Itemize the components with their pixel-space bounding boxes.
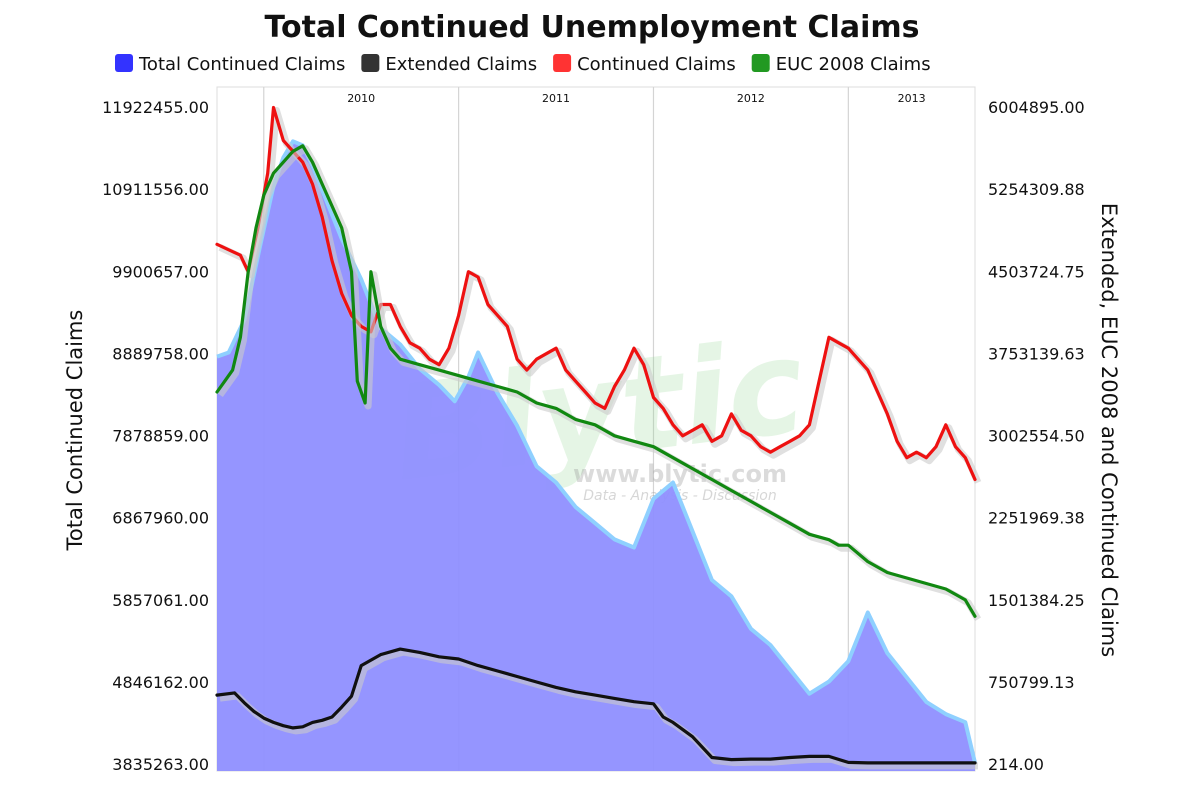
series-area-total-continued-claims [217, 141, 975, 772]
series-layer [215, 105, 982, 772]
right-tick-label: 2251969.38 [988, 509, 1085, 528]
left-axis-title: Total Continued Claims [63, 310, 87, 552]
right-tick-label: 5254309.88 [988, 180, 1085, 199]
legend-label: Extended Claims [385, 54, 537, 75]
right-tick-label: 3002554.50 [988, 427, 1085, 446]
right-tick-label: 4503724.75 [988, 262, 1085, 281]
series-line-euc-2008-claims [215, 144, 977, 618]
chart-title: Total Continued Unemployment Claims [265, 10, 920, 45]
legend-label: Continued Claims [577, 54, 736, 75]
left-tick-label: 3835263.00 [112, 755, 209, 774]
legend-label: Total Continued Claims [138, 54, 345, 75]
right-axis-ticks: 6004895.00 5254309.88 4503724.75 3753139.63… [988, 98, 1085, 774]
left-tick-label: 5857061.00 [112, 591, 209, 610]
legend-swatch [751, 54, 770, 72]
legend-swatch [361, 54, 380, 72]
legend-label: EUC 2008 Claims [776, 54, 931, 75]
left-tick-label: 6867960.00 [112, 509, 209, 528]
x-tick-label: 2011 [542, 92, 570, 105]
left-tick-label: 8889758.00 [112, 344, 209, 363]
x-tick-label: 2010 [347, 92, 375, 105]
series-line-extended-claims [215, 647, 977, 765]
left-tick-label: 10911556.00 [102, 180, 209, 199]
left-tick-label: 7878859.00 [112, 427, 209, 446]
left-tick-label: 9900657.00 [112, 262, 209, 281]
right-axis-title: Extended, EUC 2008 and Continued Claims [1097, 203, 1121, 657]
right-tick-label: 6004895.00 [988, 98, 1085, 117]
x-axis-labels: 2010 2011 2012 2013 [347, 92, 925, 105]
left-axis-ticks: 11922455.00 10911556.00 9900657.00 8889758.… [102, 98, 209, 774]
x-tick-label: 2012 [737, 92, 765, 105]
legend-swatch [115, 54, 133, 72]
series-shadow-euc-2008-claims [217, 145, 982, 622]
right-tick-label: 3753139.63 [988, 344, 1085, 363]
right-tick-label: 214.00 [988, 755, 1044, 774]
series-shadow-extended-claims [219, 648, 978, 770]
series-line-continued-claims [215, 105, 977, 482]
left-tick-label: 11922455.00 [102, 98, 209, 117]
legend-swatch [553, 54, 572, 72]
x-tick-label: 2013 [898, 92, 926, 105]
left-tick-label: 4846162.00 [112, 673, 209, 692]
right-tick-label: 1501384.25 [988, 591, 1085, 610]
legend: Total Continued Claims Extended Claims Con… [115, 54, 931, 75]
right-tick-label: 750799.13 [988, 673, 1075, 692]
